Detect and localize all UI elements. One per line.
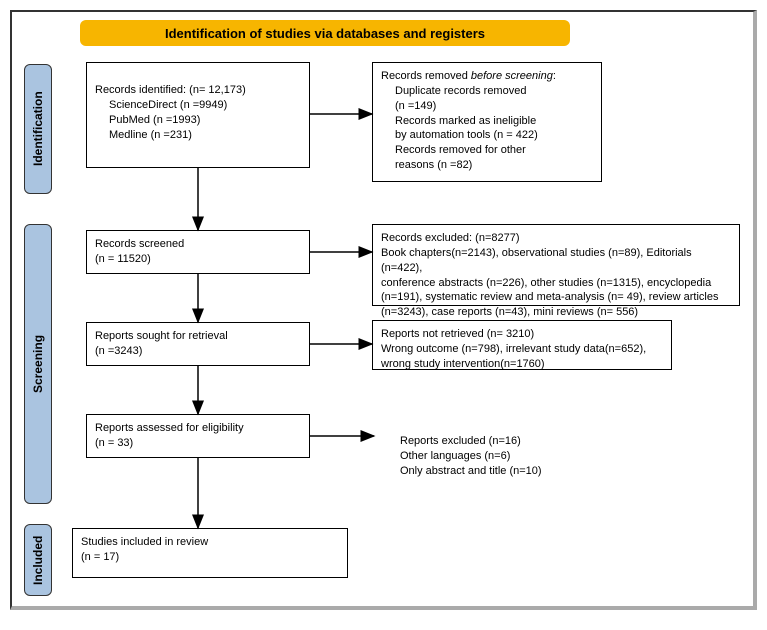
text-line: wrong study intervention(n=1760) — [381, 357, 663, 372]
text-line: Records screened — [95, 237, 301, 252]
text-line: Records removed before screening: — [381, 69, 593, 84]
text-sub: ScienceDirect (n =9949) — [95, 98, 301, 113]
side-label-screening: Screening — [24, 224, 52, 504]
text-line: conference abstracts (n=226), other stud… — [381, 276, 731, 291]
text-line: (n = 17) — [81, 550, 339, 565]
text-span: : — [553, 70, 556, 82]
text-sub: PubMed (n =1993) — [95, 113, 301, 128]
text-sub: Records removed for other — [381, 143, 593, 158]
prisma-flowchart: Identification of studies via databases … — [10, 10, 757, 610]
text-line: Wrong outcome (n=798), irrelevant study … — [381, 342, 663, 357]
text-line: Reports excluded (n=16) — [400, 434, 624, 449]
text-sub: (n =149) — [381, 99, 593, 114]
side-label-identification: Identification — [24, 64, 52, 194]
text-sub: Records marked as ineligible — [381, 114, 593, 129]
text-line: Studies included in review — [81, 535, 339, 550]
text-line: Other languages (n=6) — [400, 449, 624, 464]
side-label-text: Screening — [31, 335, 45, 393]
text-line: Book chapters(n=2143), observational stu… — [381, 246, 731, 276]
text-sub: by automation tools (n = 422) — [381, 128, 593, 143]
text-line: Reports sought for retrieval — [95, 329, 301, 344]
header-text: Identification of studies via databases … — [165, 26, 485, 41]
text-line: Reports assessed for eligibility — [95, 421, 301, 436]
box-records-identified: Records identified: (n= 12,173) ScienceD… — [86, 62, 310, 168]
box-reports-sought: Reports sought for retrieval (n =3243) — [86, 322, 310, 366]
text-line: (n=191), systematic review and meta-anal… — [381, 290, 731, 305]
text-sub: Medline (n =231) — [95, 128, 301, 143]
text-span-italic: before screening — [471, 70, 553, 82]
box-reports-excluded: Reports excluded (n=16) Other languages … — [392, 428, 632, 480]
text-line: Only abstract and title (n=10) — [400, 464, 624, 479]
text-line: (n =3243) — [95, 344, 301, 359]
box-records-removed: Records removed before screening: Duplic… — [372, 62, 602, 182]
text-line: (n = 33) — [95, 436, 301, 451]
text-line: Records identified: (n= 12,173) — [95, 83, 301, 98]
text-sub: reasons (n =82) — [381, 158, 593, 173]
text-line: Records excluded: (n=8277) — [381, 231, 731, 246]
text-sub: Duplicate records removed — [381, 84, 593, 99]
text-line: Reports not retrieved (n= 3210) — [381, 327, 663, 342]
text-line: (n = 11520) — [95, 252, 301, 267]
box-records-excluded: Records excluded: (n=8277) Book chapters… — [372, 224, 740, 306]
side-label-included: Included — [24, 524, 52, 596]
side-label-text: Identification — [31, 92, 45, 167]
box-reports-assessed: Reports assessed for eligibility (n = 33… — [86, 414, 310, 458]
text-span: Records removed — [381, 70, 471, 82]
box-reports-not-retrieved: Reports not retrieved (n= 3210) Wrong ou… — [372, 320, 672, 370]
side-label-text: Included — [31, 535, 45, 584]
box-records-screened: Records screened (n = 11520) — [86, 230, 310, 274]
header-bar: Identification of studies via databases … — [80, 20, 570, 46]
text-line: (n=3243), case reports (n=43), mini revi… — [381, 305, 731, 320]
box-studies-included: Studies included in review (n = 17) — [72, 528, 348, 578]
